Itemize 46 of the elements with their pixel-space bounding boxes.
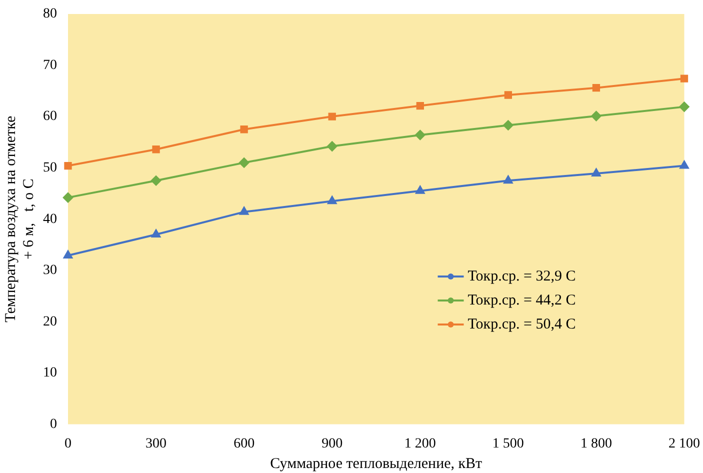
point — [592, 168, 601, 176]
y-tick-label: 60 — [43, 109, 57, 124]
y-tick-label: 10 — [43, 366, 57, 381]
x-tick-label: 1 200 — [404, 436, 436, 452]
y-tick-label: 20 — [43, 314, 57, 330]
y-tick-label: 0 — [50, 416, 57, 432]
point — [327, 141, 338, 152]
point — [328, 196, 337, 204]
point — [328, 112, 336, 120]
point — [680, 160, 689, 169]
legend-label: Токр.ср. = 50,4 C — [468, 316, 576, 332]
point — [416, 186, 425, 194]
y-axis-title: Температура воздуха на отметке + 6 м, t, o C — [2, 116, 37, 322]
point — [152, 146, 160, 154]
point — [240, 126, 248, 134]
x-axis-title: Суммарное тепловыделение, кВт — [270, 456, 483, 472]
y-tick-label: 80 — [43, 6, 57, 22]
point — [239, 158, 250, 168]
legend-label: Токр.ср. = 32,9 C — [468, 268, 576, 284]
legend-label: Токр.ср. = 44,2 C — [468, 292, 576, 308]
point — [64, 162, 72, 170]
x-tick-label: 300 — [146, 436, 167, 452]
point — [63, 192, 73, 203]
point — [64, 250, 72, 259]
y-tick-label: 40 — [43, 212, 57, 227]
x-tick-label: 0 — [64, 436, 72, 452]
y-tick-label: 30 — [43, 263, 57, 278]
point — [679, 102, 690, 112]
y-tick-label: 70 — [43, 58, 57, 73]
y-tick-label: 50 — [43, 160, 57, 176]
x-tick-label: 600 — [234, 436, 255, 452]
point — [592, 84, 600, 92]
x-tick-label: 1 500 — [492, 436, 524, 452]
point — [151, 176, 162, 186]
x-tick-label: 900 — [322, 436, 343, 452]
point — [591, 111, 602, 122]
point — [503, 120, 514, 130]
x-tick-label: 1 800 — [580, 436, 612, 452]
point — [152, 229, 160, 238]
point — [240, 206, 249, 215]
point — [504, 91, 512, 99]
point — [415, 130, 426, 140]
point — [416, 102, 424, 110]
point — [504, 176, 513, 184]
x-tick-label: 2 100 — [668, 436, 700, 452]
point — [680, 74, 688, 82]
